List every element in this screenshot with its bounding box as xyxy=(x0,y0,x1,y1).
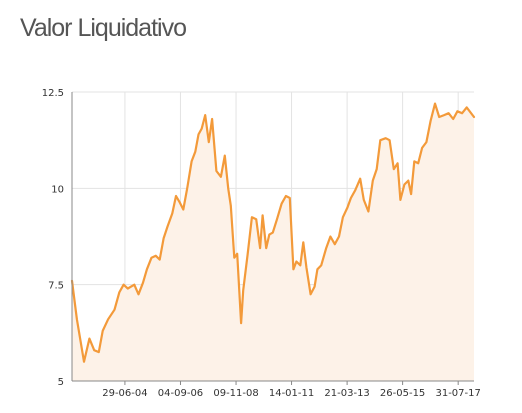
x-tick-label: 14-01-11 xyxy=(269,388,314,399)
series-line xyxy=(70,102,476,363)
y-tick-label: 7.5 xyxy=(48,281,64,292)
x-axis-tick-labels: 29-06-04 04-09-06 09-11-08 14-01-11 21-03-13… xyxy=(102,388,481,399)
x-tick-label: 31-07-17 xyxy=(435,388,480,399)
y-tick-label: 10 xyxy=(51,184,64,195)
y-tick-label: 12.5 xyxy=(42,88,64,99)
y-tick-label: 5 xyxy=(58,377,64,388)
x-tick-label: 09-11-08 xyxy=(213,388,258,399)
page-title: Valor Liquidativo xyxy=(20,14,187,42)
x-tick-label: 26-05-15 xyxy=(380,388,425,399)
axes xyxy=(71,92,474,385)
y-axis-tick-labels: 5 7.5 10 12.5 xyxy=(42,88,64,388)
x-tick-label: 04-09-06 xyxy=(158,388,203,399)
area-fill xyxy=(72,103,474,381)
x-tick-label: 21-03-13 xyxy=(324,388,369,399)
x-tick-label: 29-06-04 xyxy=(102,388,147,399)
